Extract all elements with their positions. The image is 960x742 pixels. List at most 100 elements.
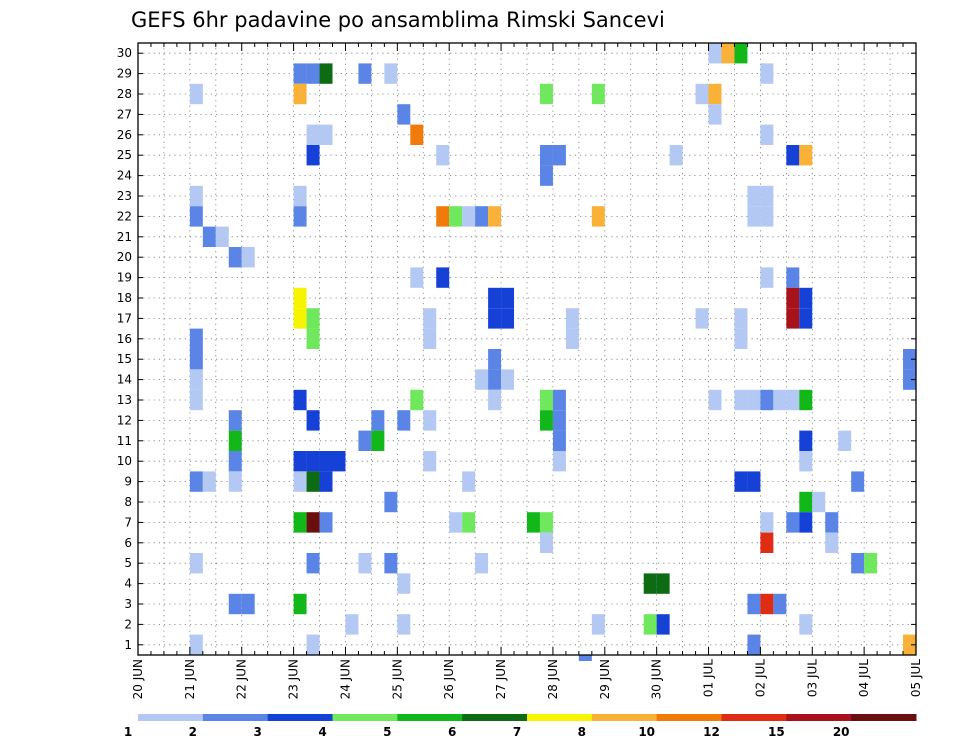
precip-cell xyxy=(293,471,307,492)
precip-cell xyxy=(189,185,203,207)
precip-cell xyxy=(228,410,242,431)
precip-cell xyxy=(760,185,774,207)
legend-swatch xyxy=(527,714,593,721)
precip-cell xyxy=(799,430,813,451)
legend-swatch xyxy=(397,714,463,721)
precip-cell xyxy=(306,471,320,492)
precip-cell xyxy=(799,308,813,329)
y-axis: 1234567891011121314151617181920212223242… xyxy=(117,46,916,652)
precip-cell xyxy=(228,247,242,268)
y-tick-label: 12 xyxy=(117,413,132,427)
precip-cell xyxy=(436,206,450,227)
precip-cell xyxy=(436,267,450,288)
y-tick-label: 7 xyxy=(124,515,132,529)
y-tick-label: 5 xyxy=(124,556,132,570)
precip-cell xyxy=(241,593,255,615)
precip-cell xyxy=(786,287,800,309)
precip-cell xyxy=(565,308,579,329)
precip-cell xyxy=(539,512,553,533)
precip-cell xyxy=(539,389,553,411)
legend-label: 7 xyxy=(513,725,521,739)
y-tick-label: 15 xyxy=(117,352,132,366)
x-tick-label: 24 JUN xyxy=(338,659,352,699)
y-tick-label: 19 xyxy=(117,271,132,285)
precip-cell xyxy=(747,471,761,492)
y-tick-label: 28 xyxy=(117,87,132,101)
y-tick-label: 16 xyxy=(117,332,132,346)
precip-cell xyxy=(202,471,216,492)
precip-cell xyxy=(462,471,476,492)
y-tick-label: 26 xyxy=(117,128,132,142)
precip-cell xyxy=(708,43,722,64)
precip-cell xyxy=(838,430,852,451)
x-tick-label: 30 JUN xyxy=(650,659,664,699)
legend-label: 2 xyxy=(189,725,197,739)
precip-cell xyxy=(539,532,553,553)
precip-cell xyxy=(552,430,566,451)
y-tick-label: 17 xyxy=(117,311,132,325)
grid-lines xyxy=(137,43,917,655)
precip-cell xyxy=(449,206,463,227)
y-tick-label: 3 xyxy=(124,597,132,611)
precip-cell xyxy=(384,553,398,574)
precip-cell xyxy=(747,206,761,227)
y-tick-label: 27 xyxy=(117,107,132,121)
x-tick-label: 28 JUN xyxy=(546,659,560,699)
legend-label: 8 xyxy=(578,725,586,739)
precip-cell xyxy=(488,206,502,227)
y-tick-label: 18 xyxy=(117,291,132,305)
precip-cell xyxy=(475,369,489,390)
legend-swatch xyxy=(851,714,917,721)
precip-cell xyxy=(293,593,307,615)
precip-cell xyxy=(306,308,320,329)
precip-cell xyxy=(760,593,774,615)
precip-cell xyxy=(760,124,774,145)
precip-cell xyxy=(306,410,320,431)
y-tick-label: 22 xyxy=(117,209,132,223)
precip-cell xyxy=(306,634,320,655)
precip-cell xyxy=(773,389,787,411)
precip-cell xyxy=(825,512,839,533)
precip-cell xyxy=(539,165,553,186)
legend-swatch xyxy=(332,714,398,721)
precip-cell xyxy=(747,389,761,411)
y-tick-label: 13 xyxy=(117,393,132,407)
precip-cell xyxy=(708,83,722,105)
x-tick-label: 20 JUN xyxy=(131,659,145,699)
precip-cell xyxy=(293,287,307,309)
precip-cell xyxy=(799,287,813,309)
precip-cell xyxy=(345,614,359,635)
precip-cell xyxy=(397,614,411,635)
y-tick-label: 10 xyxy=(117,454,132,468)
precip-cell xyxy=(643,573,657,594)
precip-cell xyxy=(228,593,242,615)
precip-cell xyxy=(189,634,203,655)
precip-cell xyxy=(189,471,203,492)
precip-cell xyxy=(656,614,670,635)
precip-cell xyxy=(786,389,800,411)
precip-cell xyxy=(527,512,540,533)
x-tick-label: 02 JUL xyxy=(753,659,767,697)
precip-cell xyxy=(799,614,813,635)
precip-cell xyxy=(539,410,553,431)
legend-label: 4 xyxy=(318,725,326,739)
precip-cell xyxy=(721,43,735,64)
precip-cell xyxy=(423,328,437,349)
precip-cell xyxy=(449,512,463,533)
y-tick-label: 24 xyxy=(117,169,132,183)
legend-label: 12 xyxy=(703,725,720,739)
precip-cell xyxy=(306,328,320,349)
precip-cell xyxy=(397,104,411,125)
precip-cell xyxy=(358,553,372,574)
precip-cell xyxy=(293,185,307,207)
precip-cell xyxy=(786,145,800,166)
precip-cell xyxy=(851,471,865,492)
legend-label: 15 xyxy=(768,725,785,739)
precip-cell xyxy=(306,124,320,145)
legend-label: 3 xyxy=(253,725,261,739)
legend-swatch xyxy=(202,714,269,721)
precip-cell xyxy=(552,145,566,166)
legend-label: 10 xyxy=(638,725,655,739)
legend-swatch xyxy=(267,714,333,721)
precip-cell xyxy=(293,451,307,472)
